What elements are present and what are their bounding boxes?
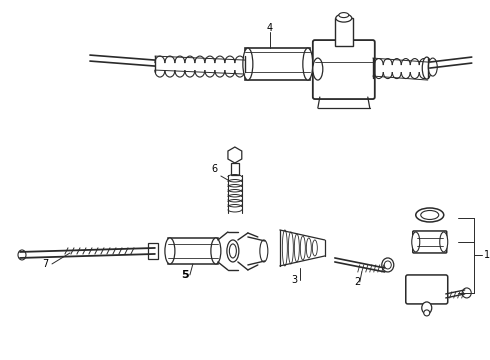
- Ellipse shape: [440, 232, 448, 252]
- Ellipse shape: [424, 310, 430, 316]
- FancyBboxPatch shape: [313, 40, 375, 99]
- Ellipse shape: [282, 230, 287, 266]
- Ellipse shape: [339, 13, 349, 18]
- Text: 5: 5: [181, 270, 189, 280]
- Ellipse shape: [312, 240, 318, 256]
- Ellipse shape: [18, 250, 26, 260]
- Ellipse shape: [416, 208, 444, 222]
- Ellipse shape: [306, 238, 311, 258]
- Bar: [231, 163, 239, 175]
- Ellipse shape: [288, 232, 294, 264]
- Ellipse shape: [294, 234, 299, 262]
- Ellipse shape: [421, 211, 439, 220]
- FancyBboxPatch shape: [413, 231, 447, 253]
- Ellipse shape: [422, 302, 432, 314]
- Ellipse shape: [384, 261, 392, 269]
- Polygon shape: [228, 147, 242, 163]
- Text: 7: 7: [42, 259, 48, 269]
- Ellipse shape: [227, 240, 239, 262]
- Text: 4: 4: [267, 23, 273, 33]
- Text: 3: 3: [292, 275, 298, 285]
- Ellipse shape: [243, 48, 253, 80]
- Ellipse shape: [229, 244, 236, 258]
- Bar: [335, 18, 353, 46]
- Ellipse shape: [165, 238, 175, 264]
- Ellipse shape: [422, 57, 431, 79]
- Bar: [245, 48, 310, 80]
- Ellipse shape: [303, 48, 313, 80]
- Ellipse shape: [260, 240, 268, 262]
- Ellipse shape: [412, 232, 420, 252]
- Text: 1: 1: [484, 250, 490, 260]
- Text: 6: 6: [212, 164, 218, 174]
- Ellipse shape: [300, 236, 305, 260]
- Text: 2: 2: [355, 277, 361, 287]
- Ellipse shape: [313, 58, 323, 80]
- Ellipse shape: [462, 288, 471, 298]
- FancyBboxPatch shape: [406, 275, 448, 304]
- Ellipse shape: [336, 14, 352, 22]
- Ellipse shape: [211, 238, 221, 264]
- Ellipse shape: [428, 58, 437, 76]
- Ellipse shape: [382, 258, 394, 272]
- Bar: [148, 243, 158, 259]
- Bar: [168, 238, 218, 264]
